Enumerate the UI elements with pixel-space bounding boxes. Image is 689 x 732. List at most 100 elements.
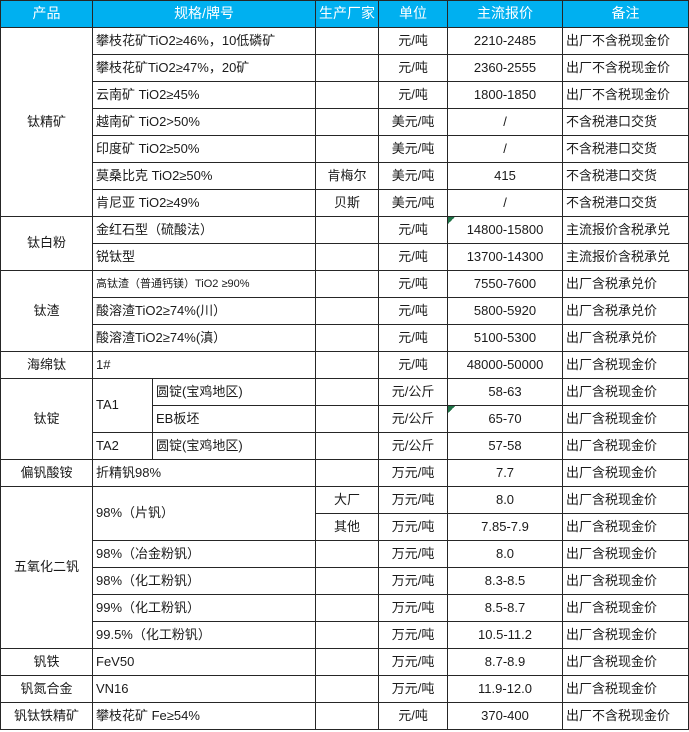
- product-cell: 海绵钛: [0, 351, 93, 379]
- col-header-product: 产品: [0, 0, 93, 28]
- spec-cell: 酸溶渣TiO2≥74%(滇）: [91, 324, 317, 352]
- col-header-price: 主流报价: [447, 0, 564, 28]
- price-cell: 7550-7600: [447, 270, 564, 298]
- unit-cell: 万元/吨: [378, 459, 449, 487]
- manufacturer-cell: [315, 216, 380, 244]
- price-cell: /: [447, 108, 564, 136]
- spec-cell: 99.5%（化工粉钒）: [91, 621, 317, 649]
- price-cell: 8.7-8.9: [447, 648, 564, 676]
- unit-cell: 万元/吨: [378, 513, 449, 541]
- manufacturer-cell: [315, 54, 380, 82]
- note-cell: 出厂含税现金价: [562, 567, 689, 595]
- product-cell: 钛锭: [0, 378, 93, 460]
- spec-cell: 98%（化工粉钒）: [91, 567, 317, 595]
- unit-cell: 万元/吨: [378, 486, 449, 514]
- manufacturer-cell: [315, 540, 380, 568]
- table-row: 海绵钛 1# 元/吨 48000-50000 出厂含税现金价: [0, 351, 689, 379]
- price-cell[interactable]: 65-70: [447, 405, 564, 433]
- table-row: 偏钒酸铵 折精钒98% 万元/吨 7.7 出厂含税现金价: [0, 459, 689, 487]
- table-row: 钛白粉 金红石型（硫酸法） 元/吨 14800-15800 主流报价含税承兑: [0, 216, 689, 271]
- manufacturer-cell: [315, 351, 380, 379]
- price-cell: 1800-1850: [447, 81, 564, 109]
- note-cell: 出厂含税现金价: [562, 459, 689, 487]
- manufacturer-cell: 贝斯: [315, 189, 380, 217]
- note-cell: 出厂含税现金价: [562, 648, 689, 676]
- unit-cell: 元/吨: [378, 270, 449, 298]
- price-cell: 10.5-11.2: [447, 621, 564, 649]
- note-cell: 出厂含税承兑价: [562, 324, 689, 352]
- manufacturer-cell: [315, 108, 380, 136]
- manufacturer-cell: [315, 270, 380, 298]
- manufacturer-cell: [315, 621, 380, 649]
- price-cell: 13700-14300: [447, 243, 564, 271]
- manufacturer-cell: [315, 81, 380, 109]
- product-cell: 偏钒酸铵: [0, 459, 93, 487]
- table-row: 酸溶渣TiO2≥74%(川） 元/吨 5800-5920 出厂含税承兑价: [1, 297, 689, 325]
- table-row: 钒钛铁精矿 攀枝花矿 Fe≥54% 元/吨 370-400 出厂不含税现金价: [0, 702, 689, 730]
- header-row: 产品 规格/牌号 生产厂家 单位 主流报价 备注: [0, 0, 689, 28]
- unit-cell: 美元/吨: [378, 108, 449, 136]
- spec-cell: 高钛渣（普通钙镁）TiO2 ≥90%: [91, 270, 317, 298]
- table-row: TA2 圆锭(宝鸡地区) 元/公斤 57-58 出厂含税现金价: [1, 432, 689, 460]
- table-row: 攀枝花矿TiO2≥47%，20矿 元/吨 2360-2555 出厂不含税现金价: [1, 54, 689, 82]
- unit-cell: 万元/吨: [378, 567, 449, 595]
- table-row: 肯尼亚 TiO2≥49% 贝斯 美元/吨 / 不含税港口交货: [1, 189, 689, 217]
- note-cell: 出厂含税承兑价: [562, 270, 689, 298]
- table-row: 锐钛型 元/吨 13700-14300 主流报价含税承兑: [1, 243, 689, 271]
- price-cell: 7.7: [447, 459, 564, 487]
- price-cell: 8.5-8.7: [447, 594, 564, 622]
- note-cell: 不含税港口交货: [562, 108, 689, 136]
- price-cell: 7.85-7.9: [447, 513, 564, 541]
- spec-cell: 云南矿 TiO2≥45%: [91, 81, 317, 109]
- note-cell: 出厂含税现金价: [562, 378, 689, 406]
- manufacturer-cell: 肯梅尔: [315, 162, 380, 190]
- unit-cell: 元/公斤: [378, 405, 449, 433]
- spec-cell: 锐钛型: [91, 243, 317, 271]
- unit-cell: 元/吨: [378, 324, 449, 352]
- product-cell: 钛精矿: [0, 27, 93, 217]
- note-cell: 出厂含税现金价: [562, 540, 689, 568]
- note-cell: 出厂含税现金价: [562, 351, 689, 379]
- spec-cell: FeV50: [91, 648, 317, 676]
- unit-cell: 元/吨: [378, 351, 449, 379]
- note-cell: 出厂含税现金价: [562, 513, 689, 541]
- spec-cell: 肯尼亚 TiO2≥49%: [91, 189, 317, 217]
- spec-cell: 99%（化工粉钒）: [91, 594, 317, 622]
- product-cell: 钒氮合金: [0, 675, 93, 703]
- table-row: 钛精矿 攀枝花矿TiO2≥46%，10低磷矿 元/吨 2210-2485 出厂不…: [0, 27, 689, 217]
- product-cell: 五氧化二钒: [0, 486, 93, 649]
- price-cell: 370-400: [447, 702, 564, 730]
- col-header-unit: 单位: [378, 0, 449, 28]
- unit-cell: 美元/吨: [378, 189, 449, 217]
- note-cell: 不含税港口交货: [562, 135, 689, 163]
- price-cell: /: [447, 135, 564, 163]
- form-cell: EB板坯: [151, 405, 317, 433]
- note-cell: 不含税港口交货: [562, 189, 689, 217]
- unit-cell: 美元/吨: [378, 162, 449, 190]
- unit-cell: 美元/吨: [378, 135, 449, 163]
- note-cell: 出厂不含税现金价: [562, 54, 689, 82]
- table-row: 钛渣 高钛渣（普通钙镁）TiO2 ≥90% 元/吨 7550-7600 出厂含税…: [0, 270, 689, 352]
- comment-marker-icon: [448, 406, 456, 413]
- price-cell: 8.0: [447, 540, 564, 568]
- price-cell[interactable]: 14800-15800: [447, 216, 564, 244]
- price-cell: 57-58: [447, 432, 564, 460]
- product-cell: 钒铁: [0, 648, 93, 676]
- price-cell: 8.0: [447, 486, 564, 514]
- price-cell: 58-63: [447, 378, 564, 406]
- table-row: 云南矿 TiO2≥45% 元/吨 1800-1850 出厂不含税现金价: [1, 81, 689, 109]
- price-cell: 5800-5920: [447, 297, 564, 325]
- table-row: 越南矿 TiO2>50% 美元/吨 / 不含税港口交货: [1, 108, 689, 136]
- manufacturer-cell: [315, 432, 380, 460]
- note-cell: 出厂含税现金价: [562, 486, 689, 514]
- table-row: 印度矿 TiO2≥50% 美元/吨 / 不含税港口交货: [1, 135, 689, 163]
- table-row: 五氧化二钒 98%（片钒） 大厂 万元/吨 8.0 出厂含税现金价: [0, 486, 689, 649]
- spec-cell: 酸溶渣TiO2≥74%(川）: [91, 297, 317, 325]
- unit-cell: 元/吨: [378, 216, 449, 244]
- note-cell: 出厂含税承兑价: [562, 297, 689, 325]
- manufacturer-cell: [315, 378, 380, 406]
- manufacturer-cell: [315, 27, 380, 55]
- price-cell: 11.9-12.0: [447, 675, 564, 703]
- grade-cell: TA2: [92, 432, 153, 460]
